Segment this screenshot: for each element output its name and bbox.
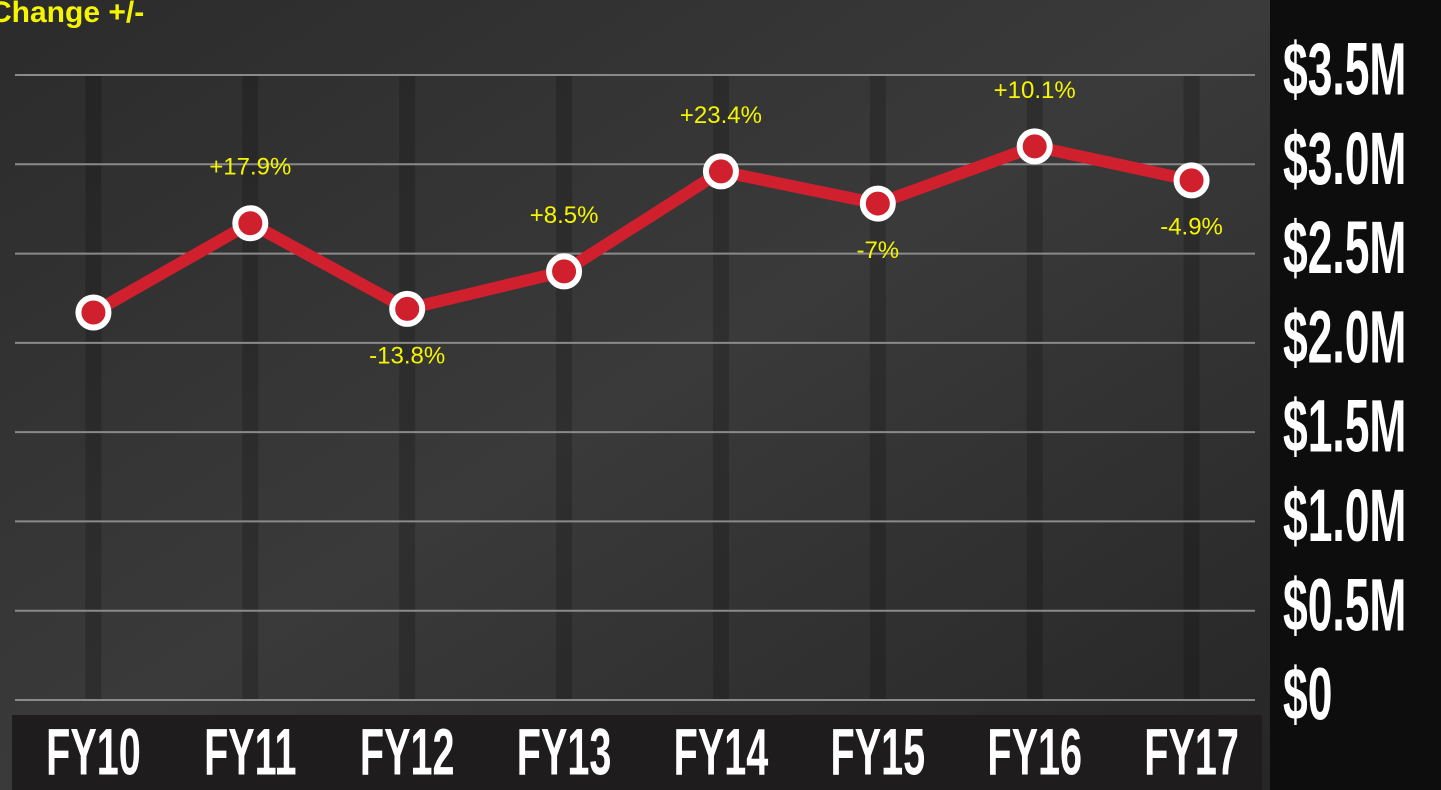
annotation: +8.5% [530,202,599,229]
y-tick-label: $2.0M [1283,296,1406,378]
annotation: +10.1% [994,77,1076,104]
x-tick-label: FY17 [1144,715,1239,789]
point [392,294,422,324]
point [863,189,893,219]
chart-title: Change +/- [0,0,144,29]
y-tick-label: $2.5M [1283,206,1406,288]
y-tick-label: $1.5M [1283,385,1406,467]
x-tick-label: FY10 [46,715,141,789]
x-tick-label: FY16 [987,715,1082,789]
point [549,256,579,286]
annotation: +17.9% [209,154,291,181]
x-tick-label: FY12 [360,715,455,789]
point [706,156,736,186]
column-shade [1027,75,1043,700]
y-tick-label: $3.0M [1283,117,1406,199]
annotation: -7% [856,237,899,264]
point [78,298,108,328]
column-shade [85,75,101,700]
y-tick-label: $3.5M [1283,28,1406,110]
page: {"chart_data": {"type": "line", "title":… [0,0,1441,790]
annotation: -13.8% [369,342,445,369]
x-tick-label: FY14 [674,715,769,789]
x-tick-label: FY15 [831,715,926,789]
x-tick-label: FY11 [204,715,296,789]
point [235,208,265,238]
chart: Change +/- $0$0.5M$1.0M$1.5M$2.0M$2.5M$3… [0,0,1441,790]
annotation: +23.4% [680,102,762,129]
column-shade [556,75,572,700]
y-tick-label: $1.0M [1283,474,1406,556]
plot-background [0,0,1270,790]
column-shade [399,75,415,700]
point [1177,165,1207,195]
x-tick-label: FY13 [517,715,612,789]
annotation: -4.9% [1160,214,1223,241]
column-shade [870,75,886,700]
point [1020,131,1050,161]
y-tick-label: $0 [1283,653,1332,735]
y-tick-label: $0.5M [1283,564,1406,646]
